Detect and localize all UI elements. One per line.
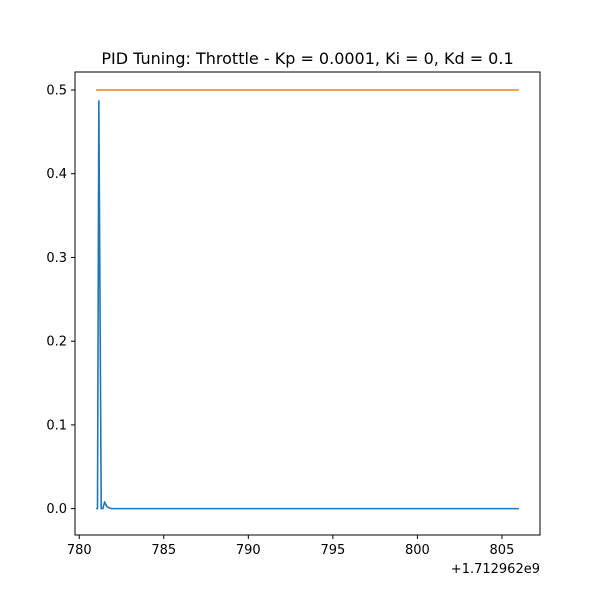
x-tick-label: 785 xyxy=(151,543,176,558)
y-axis: 0.0 0.1 0.2 0.3 0.4 0.5 xyxy=(46,84,75,517)
x-tick-label: 780 xyxy=(67,543,92,558)
x-tick-label: 795 xyxy=(320,543,345,558)
y-tick-label: 0.4 xyxy=(46,167,67,182)
y-tick-label: 0.5 xyxy=(46,84,67,99)
y-tick-label: 0.1 xyxy=(46,418,67,433)
y-tick-label: 0.3 xyxy=(46,251,67,266)
plot-frame xyxy=(74,71,541,536)
y-tick-label: 0.0 xyxy=(46,502,67,517)
x-tick-label: 790 xyxy=(236,543,261,558)
x-tick-label: 805 xyxy=(490,543,515,558)
x-tick-label: 800 xyxy=(405,543,430,558)
x-axis: 780 785 790 795 800 805 xyxy=(67,535,515,558)
x-axis-offset-label: +1.712962e9 xyxy=(451,562,540,577)
chart-title: PID Tuning: Throttle - Kp = 0.0001, Ki =… xyxy=(101,49,513,68)
plot-area xyxy=(96,89,519,510)
y-tick-label: 0.2 xyxy=(46,335,67,350)
series-line-1 xyxy=(96,100,519,510)
